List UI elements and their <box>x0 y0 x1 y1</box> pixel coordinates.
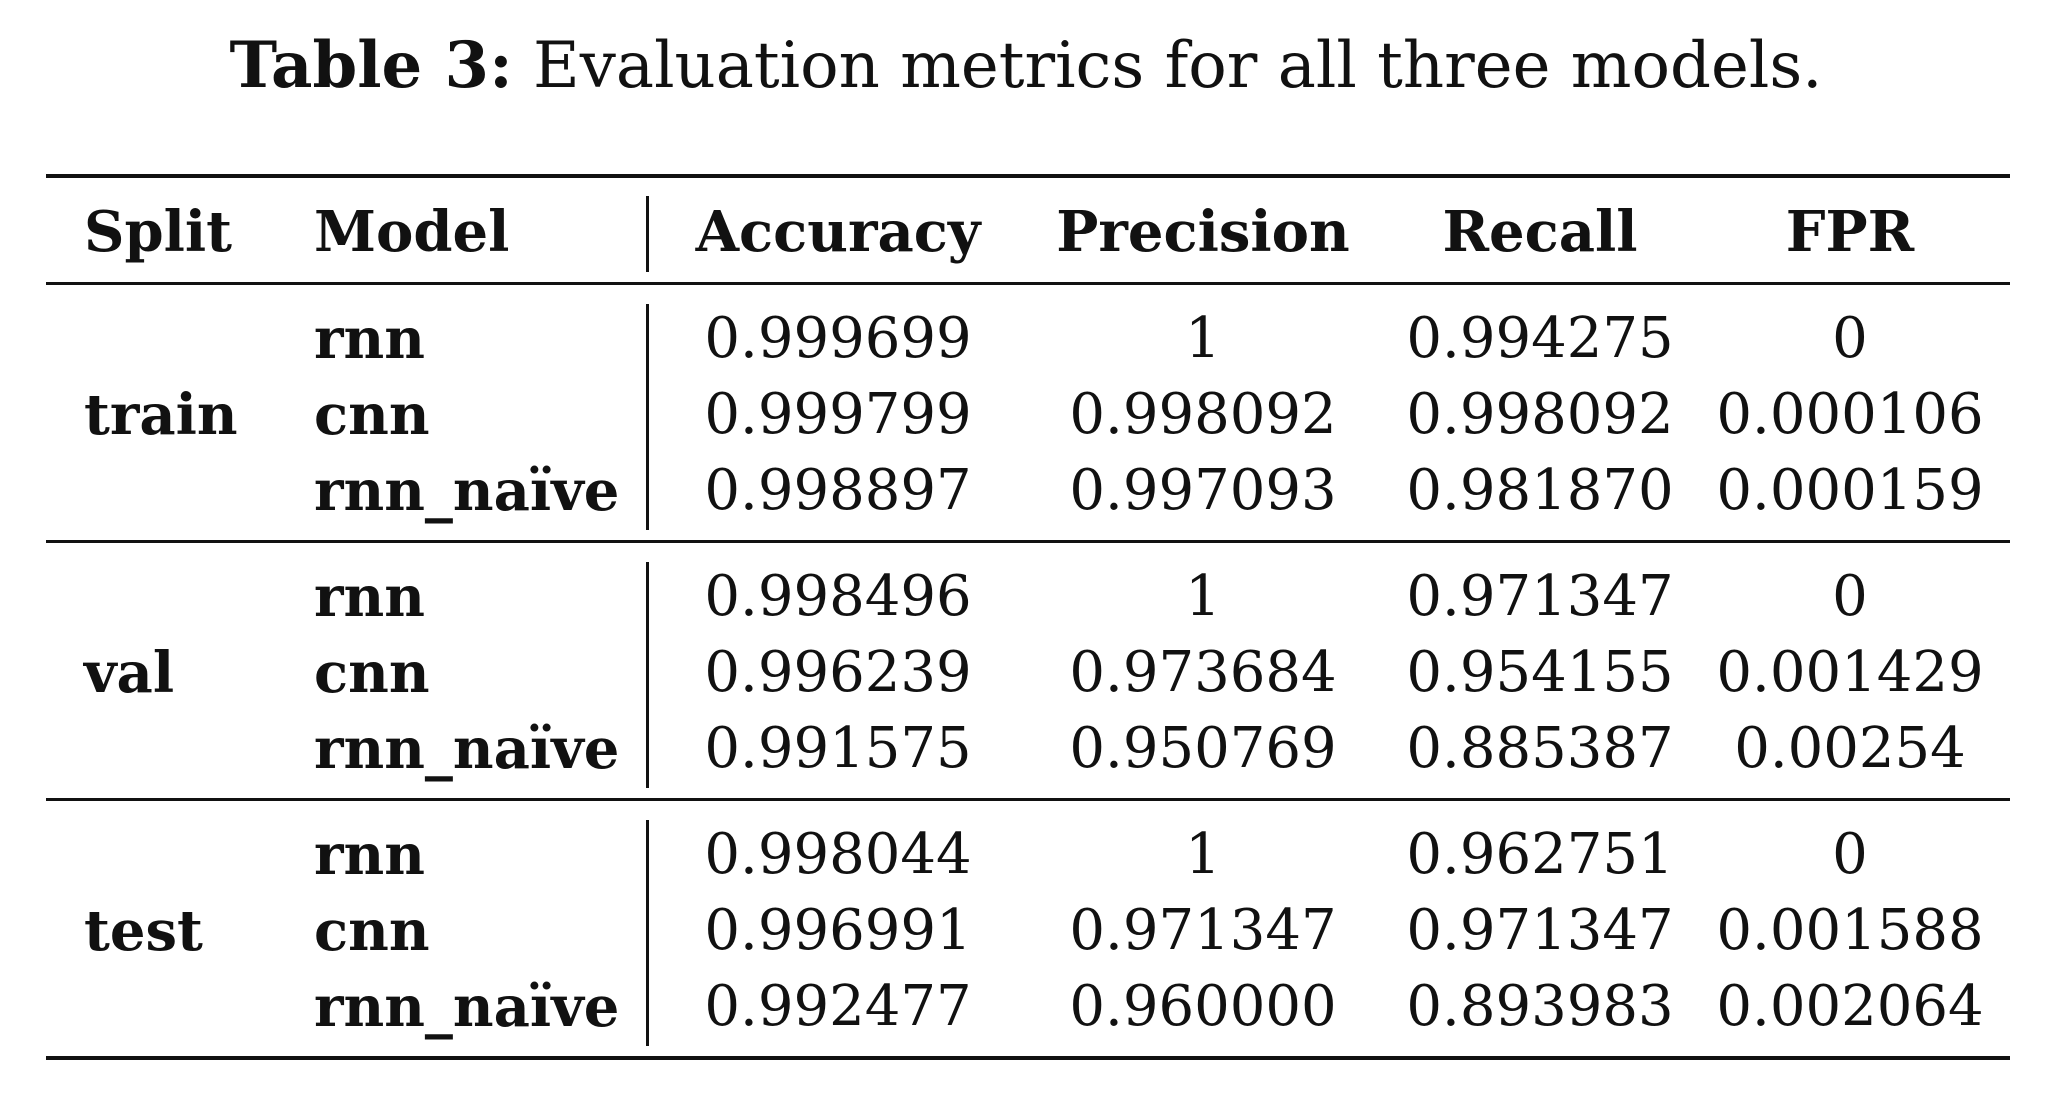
accuracy-cell: 0.996991 <box>704 898 972 963</box>
top-rule <box>46 174 2010 178</box>
fpr-cell: 0.001588 <box>1716 898 1984 963</box>
fpr-cell: 0.00254 <box>1734 716 1966 781</box>
recall-cell: 0.998092 <box>1406 382 1674 447</box>
precision-cell: 0.950769 <box>1069 716 1337 781</box>
model-cell: rnn_naïve <box>314 974 620 1040</box>
precision-cell: 1 <box>1185 564 1221 629</box>
header-rule <box>46 282 2010 285</box>
model-cell: cnn <box>314 382 430 448</box>
column-divider <box>646 562 649 788</box>
header-model: Model <box>314 199 510 265</box>
precision-cell: 0.960000 <box>1069 974 1337 1039</box>
accuracy-cell: 0.991575 <box>704 716 972 781</box>
header-recall: Recall <box>1442 199 1638 265</box>
recall-cell: 0.971347 <box>1406 564 1674 629</box>
fpr-cell: 0.000159 <box>1716 458 1984 523</box>
model-cell: rnn <box>314 822 425 888</box>
header-accuracy: Accuracy <box>695 199 981 265</box>
header-precision: Precision <box>1056 199 1350 265</box>
precision-cell: 0.971347 <box>1069 898 1337 963</box>
caption-text: Evaluation metrics for all three models. <box>533 29 1823 103</box>
model-cell: rnn_naïve <box>314 716 620 782</box>
model-cell: rnn <box>314 564 425 630</box>
split-label: val <box>84 640 175 706</box>
recall-cell: 0.994275 <box>1406 306 1674 371</box>
fpr-cell: 0 <box>1832 822 1868 887</box>
fpr-cell: 0.000106 <box>1716 382 1984 447</box>
fpr-cell: 0.002064 <box>1716 974 1984 1039</box>
model-cell: cnn <box>314 640 430 706</box>
model-cell: cnn <box>314 898 430 964</box>
accuracy-cell: 0.999799 <box>704 382 972 447</box>
accuracy-cell: 0.998496 <box>704 564 972 629</box>
column-divider <box>646 304 649 530</box>
header-fpr: FPR <box>1785 199 1915 265</box>
recall-cell: 0.954155 <box>1406 640 1674 705</box>
precision-cell: 0.973684 <box>1069 640 1337 705</box>
fpr-cell: 0.001429 <box>1716 640 1984 705</box>
accuracy-cell: 0.992477 <box>704 974 972 1039</box>
precision-cell: 0.998092 <box>1069 382 1337 447</box>
fpr-cell: 0 <box>1832 564 1868 629</box>
table-caption: Table 3: Evaluation metrics for all thre… <box>0 28 2052 103</box>
precision-cell: 1 <box>1185 822 1221 887</box>
column-divider <box>646 820 649 1046</box>
recall-cell: 0.885387 <box>1406 716 1674 781</box>
accuracy-cell: 0.996239 <box>704 640 972 705</box>
recall-cell: 0.971347 <box>1406 898 1674 963</box>
accuracy-cell: 0.998044 <box>704 822 972 887</box>
precision-cell: 1 <box>1185 306 1221 371</box>
header-split: Split <box>84 199 233 265</box>
group-rule <box>46 540 2010 543</box>
recall-cell: 0.981870 <box>1406 458 1674 523</box>
bottom-rule <box>46 1056 2010 1060</box>
fpr-cell: 0 <box>1832 306 1868 371</box>
model-cell: rnn <box>314 306 425 372</box>
split-label: train <box>84 382 238 448</box>
recall-cell: 0.962751 <box>1406 822 1674 887</box>
accuracy-cell: 0.998897 <box>704 458 972 523</box>
model-cell: rnn_naïve <box>314 458 620 524</box>
precision-cell: 0.997093 <box>1069 458 1337 523</box>
split-label: test <box>84 898 203 964</box>
group-rule <box>46 798 2010 801</box>
accuracy-cell: 0.999699 <box>704 306 972 371</box>
header-column-divider <box>646 196 649 272</box>
caption-label: Table 3: <box>229 28 513 103</box>
recall-cell: 0.893983 <box>1406 974 1674 1039</box>
